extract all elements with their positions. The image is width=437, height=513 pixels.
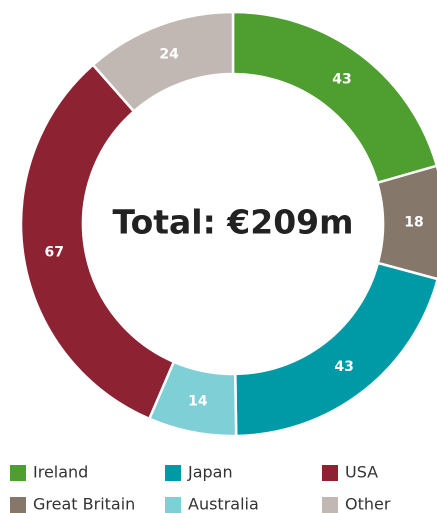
value-label: 43 bbox=[332, 72, 351, 88]
legend-swatch bbox=[10, 497, 26, 513]
donut-segment bbox=[231, 10, 437, 185]
legend-label: USA bbox=[345, 463, 378, 482]
value-label: 24 bbox=[159, 47, 179, 63]
legend-swatch bbox=[322, 465, 338, 481]
legend-swatch bbox=[322, 497, 338, 513]
value-label: 14 bbox=[188, 394, 208, 410]
donut-segment bbox=[19, 63, 176, 421]
legend-label: Japan bbox=[187, 463, 233, 482]
value-label: 18 bbox=[404, 215, 423, 231]
center-label: Total: €209m bbox=[112, 203, 353, 242]
value-label: 67 bbox=[45, 244, 64, 260]
legend-label: Great Britain bbox=[33, 495, 135, 513]
legend-swatch bbox=[165, 497, 181, 513]
legend-swatch bbox=[165, 465, 181, 481]
donut-segment bbox=[375, 164, 437, 281]
donut-segment bbox=[233, 261, 437, 438]
legend-label: Other bbox=[345, 495, 391, 513]
donut-segment bbox=[91, 10, 235, 114]
value-label: 43 bbox=[334, 359, 353, 375]
legend-swatch bbox=[10, 465, 26, 481]
legend-label: Australia bbox=[188, 495, 259, 513]
legend-label: Ireland bbox=[33, 463, 88, 482]
